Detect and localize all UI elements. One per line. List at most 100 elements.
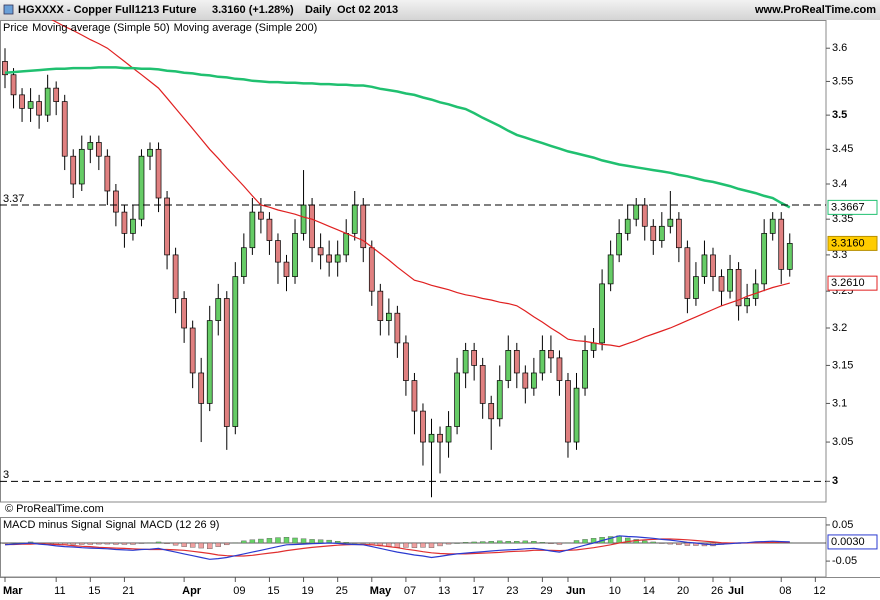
histogram-bar <box>488 541 494 544</box>
level-label: 3.37 <box>3 193 24 205</box>
histogram-bar <box>275 537 281 544</box>
macd-plot <box>0 535 826 560</box>
candle-body <box>198 372 205 404</box>
histogram-bar <box>113 542 119 545</box>
x-tick-label: 11 <box>54 585 65 597</box>
candle-body <box>505 350 512 381</box>
y-tick-label: 3.55 <box>832 75 853 87</box>
candle-body <box>104 155 111 192</box>
candle-body <box>53 87 60 102</box>
histogram-bar <box>411 542 418 548</box>
candle-body <box>496 380 503 420</box>
histogram-bar <box>198 542 204 549</box>
histogram-bar <box>215 542 221 547</box>
x-tick-label: 10 <box>609 585 621 597</box>
candle-body <box>616 233 623 256</box>
histogram-bar <box>582 539 588 544</box>
candle-body <box>531 372 537 389</box>
histogram-bar <box>181 542 187 547</box>
instrument: HGXXXX - Copper Full1213 Future <box>18 4 196 16</box>
x-tick-label: 08 <box>779 585 791 597</box>
histogram-bar <box>121 542 128 545</box>
candle-body <box>744 298 750 307</box>
x-tick-label: May <box>370 585 392 597</box>
histogram-bar <box>292 537 298 544</box>
candle-body <box>420 410 426 443</box>
histogram-bar <box>531 541 537 544</box>
y-tick-label: 3.5 <box>832 109 847 121</box>
candle-body <box>548 350 554 359</box>
candle-body <box>769 218 776 234</box>
candle-body <box>786 243 793 270</box>
price-panel <box>0 20 827 503</box>
histogram-bar <box>548 542 554 544</box>
candle-body <box>667 218 674 227</box>
candle-body <box>437 433 443 443</box>
x-tick-label: 23 <box>506 585 518 597</box>
candle-body <box>87 142 94 150</box>
value-box <box>827 199 878 215</box>
histogram-bar <box>343 542 349 544</box>
x-tick-label: Apr <box>182 585 202 597</box>
histogram-bar <box>2 542 8 544</box>
candle-body <box>326 254 332 263</box>
candle-body <box>428 433 435 443</box>
candle-body <box>232 276 239 427</box>
x-tick-label: 13 <box>438 585 450 597</box>
x-tick-label: 15 <box>88 585 100 597</box>
candle-body <box>684 247 691 299</box>
legend-entry: Moving average (Simple 200) <box>174 22 318 34</box>
histogram-bar <box>505 541 511 544</box>
x-tick-label: 25 <box>336 585 348 597</box>
histogram-bar <box>565 542 571 544</box>
candle-body <box>258 211 264 220</box>
candle-body <box>181 298 187 329</box>
candle-body <box>411 380 418 412</box>
candle-body <box>394 312 401 344</box>
histogram-bar <box>87 542 94 545</box>
histogram-bar <box>514 541 520 544</box>
candle-body <box>266 218 273 241</box>
histogram-bar <box>659 542 665 544</box>
x-tick-label: 15 <box>267 585 279 597</box>
candle-body <box>70 155 77 185</box>
candle-body <box>641 204 648 227</box>
candle-body <box>130 218 136 234</box>
candle-body <box>44 87 51 116</box>
level-label: 3 <box>3 469 9 481</box>
candle-body <box>778 218 785 270</box>
histogram-bar <box>650 541 656 544</box>
histogram-bar <box>360 542 366 544</box>
candle-body <box>2 61 8 76</box>
histogram-bar <box>437 542 443 547</box>
y-tick-label: 3.6 <box>832 42 847 54</box>
candle-body <box>206 320 213 404</box>
histogram-bar <box>224 542 230 546</box>
candle-body <box>95 142 102 157</box>
candle-body <box>727 268 733 292</box>
moving-average <box>51 20 790 348</box>
candle-body <box>556 357 563 381</box>
x-tick-label: 09 <box>233 585 245 597</box>
histogram-bar <box>258 538 264 544</box>
candle-body <box>590 342 597 351</box>
histogram-bar <box>497 540 503 544</box>
y-tick-label: 3.15 <box>832 359 853 371</box>
histogram-bar <box>266 538 273 544</box>
histogram-bar <box>394 542 401 548</box>
candle-body <box>292 233 298 277</box>
y-tick-label: 0.05 <box>832 519 853 531</box>
legend-entry: MACD (12 26 9) <box>140 519 219 531</box>
candle-body <box>61 101 68 157</box>
histogram-bar <box>573 540 580 544</box>
candle-body <box>368 247 375 292</box>
value-box-label: 3.3160 <box>831 237 865 249</box>
x-tick-label: Jul <box>728 585 744 597</box>
candle-body <box>147 148 153 157</box>
histogram-bar <box>445 542 452 545</box>
watermark: © ProRealTime.com <box>5 503 104 515</box>
candle-body <box>573 387 580 443</box>
histogram-bar <box>539 542 546 544</box>
x-tick-label: 26 <box>711 585 723 597</box>
